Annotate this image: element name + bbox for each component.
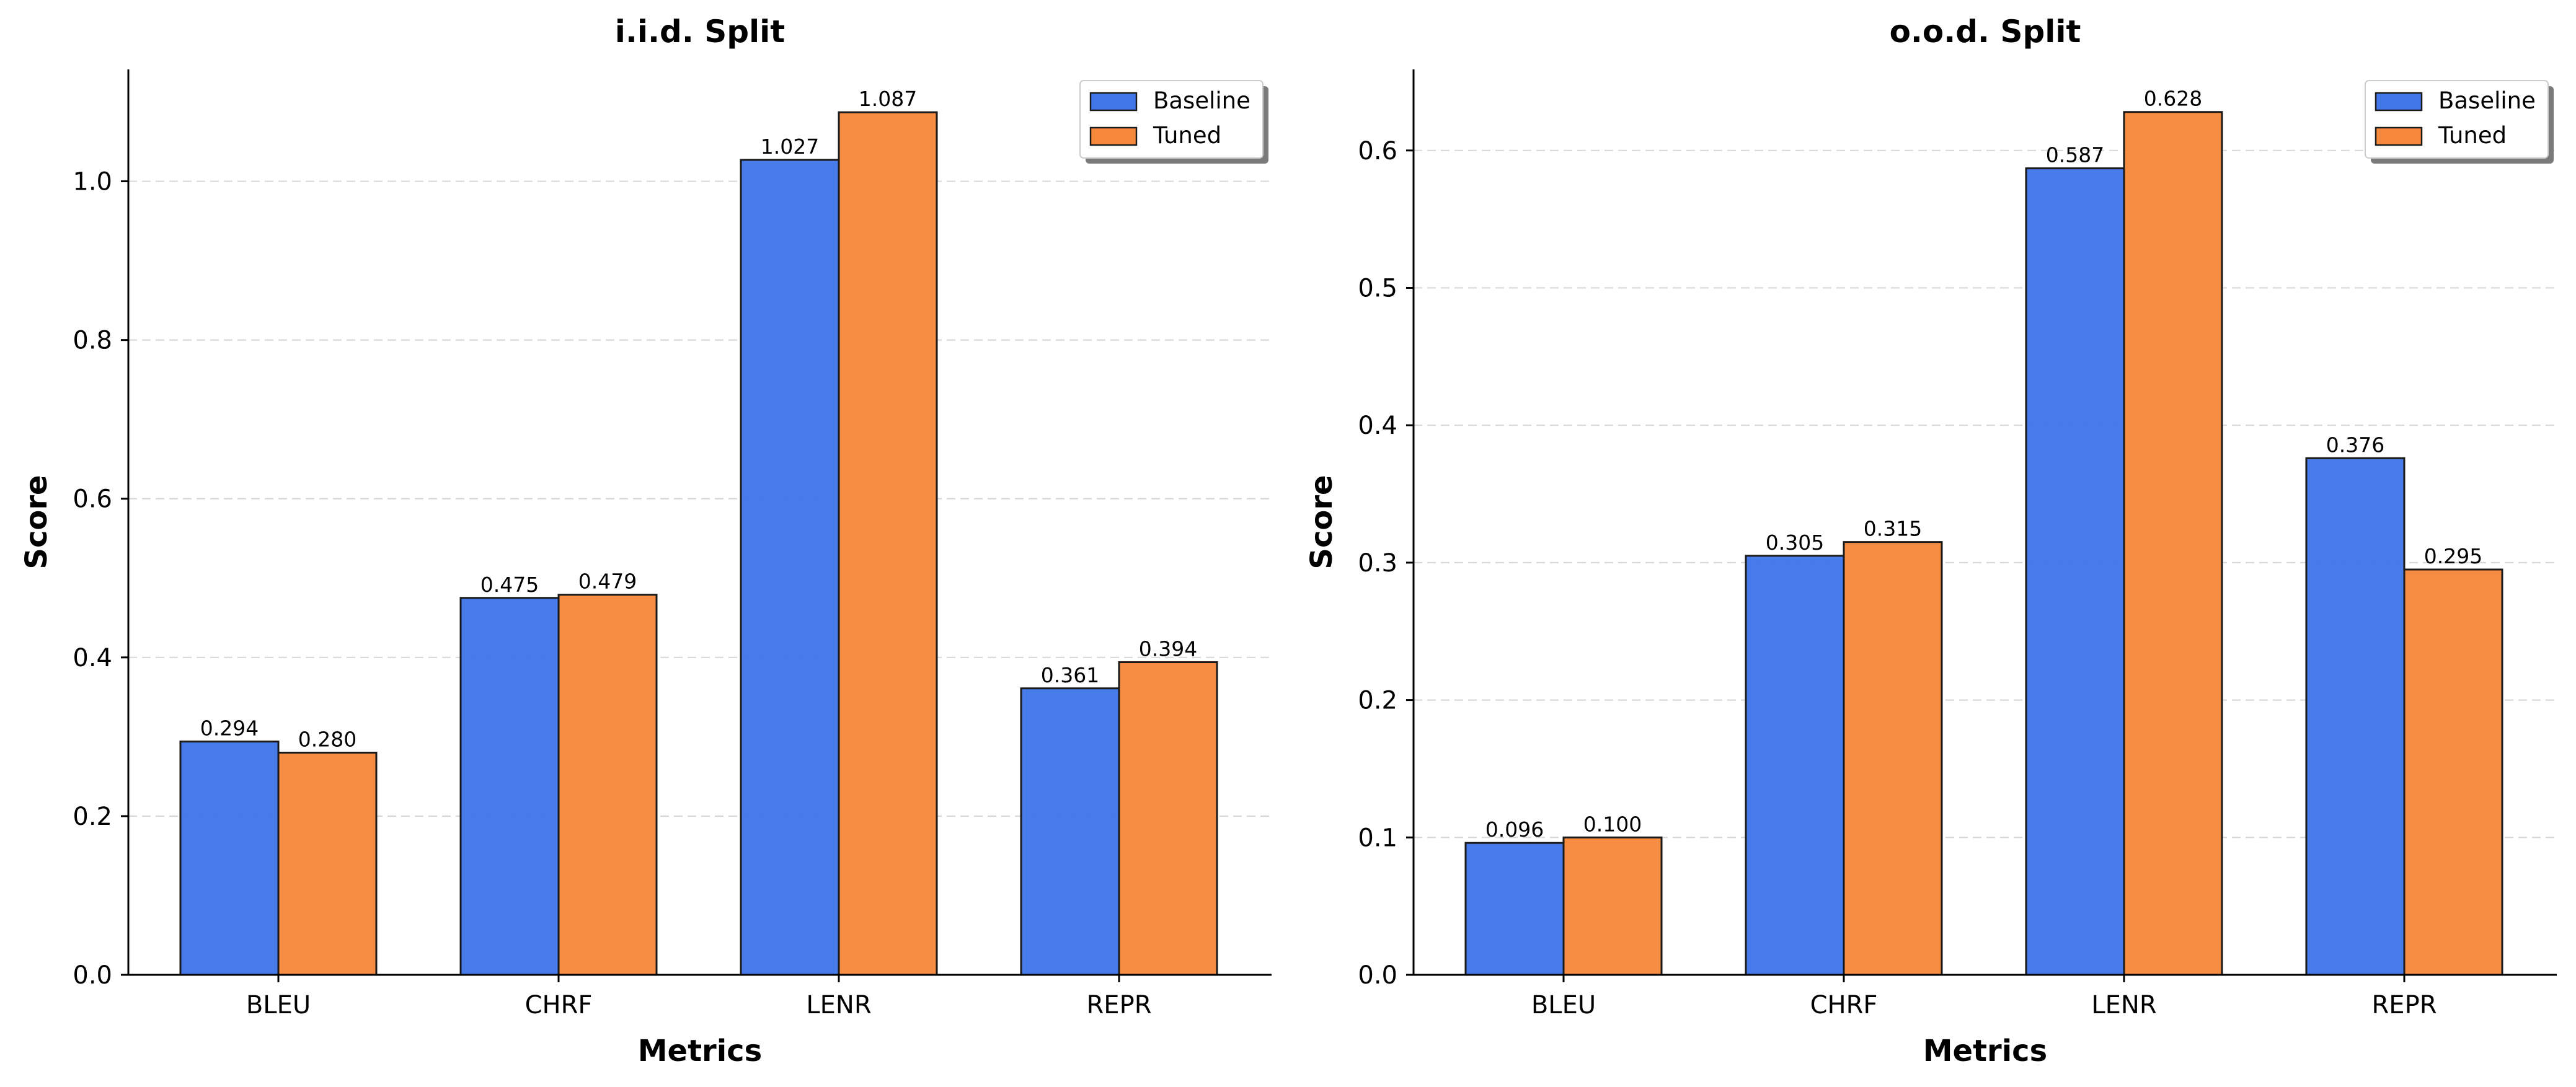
bar-value-label: 0.280 <box>298 727 356 751</box>
bar-tuned-bleu <box>1562 836 1663 976</box>
bar-value-label: 0.100 <box>1583 812 1642 836</box>
y-tick-label: 0.1 <box>1358 824 1397 852</box>
bar-baseline-lenr <box>740 159 840 976</box>
x-axis-label: Metrics <box>1923 1034 2047 1068</box>
y-tick-label: 0.6 <box>1358 137 1397 165</box>
bar-value-label: 0.305 <box>1766 530 1824 555</box>
bar-baseline-repr <box>1020 687 1120 976</box>
chart-title: o.o.d. Split <box>1890 14 2081 50</box>
chart-title: i.i.d. Split <box>615 14 785 50</box>
bar-tuned-bleu <box>277 751 378 976</box>
bar-value-label: 0.394 <box>1139 637 1197 661</box>
bar-tuned-chrf <box>557 594 658 976</box>
bar-value-label: 1.027 <box>761 134 819 159</box>
y-tick-label: 0.4 <box>1358 411 1397 440</box>
bar-value-label: 1.087 <box>859 87 917 111</box>
x-axis-label: Metrics <box>638 1034 762 1068</box>
y-tick-label: 0.0 <box>1358 961 1397 990</box>
x-tick-label: REPR <box>1087 991 1152 1019</box>
legend-swatch-tuned <box>1089 126 1138 146</box>
bar-value-label: 0.479 <box>578 570 637 594</box>
legend-label-baseline: Baseline <box>2438 87 2536 114</box>
y-axis-label: Score <box>19 475 54 569</box>
bar-baseline-bleu <box>1464 842 1565 976</box>
bar-baseline-bleu <box>179 741 280 976</box>
bar-value-label: 0.315 <box>1864 517 1922 541</box>
y-tick-label: 0.2 <box>1358 687 1397 715</box>
x-tick-label: REPR <box>2372 991 2437 1019</box>
bar-value-label: 0.475 <box>480 573 539 597</box>
bar-baseline-lenr <box>2025 167 2125 976</box>
y-tick-label: 0.3 <box>1358 549 1397 578</box>
legend-label-baseline: Baseline <box>1153 87 1250 114</box>
bar-value-label: 0.361 <box>1041 663 1099 687</box>
y-tick-label: 0.2 <box>73 803 112 831</box>
chart-panel-2: o.o.d. Split 0.0 0.1 0.2 0.3 0.4 0.5 0.6 0.096 0.… <box>1304 14 2557 1068</box>
y-tick-label: 0.5 <box>1358 275 1397 303</box>
y-tick-label: 1.0 <box>73 168 112 196</box>
bar-value-label: 0.587 <box>2046 143 2104 167</box>
bar-tuned-lenr <box>2123 111 2223 976</box>
x-tick-label: BLEU <box>246 991 311 1019</box>
bar-tuned-repr <box>2403 568 2503 976</box>
y-tick-label: 0.4 <box>73 644 112 672</box>
y-tick-label: 0.8 <box>73 327 112 355</box>
x-tick-label: CHRF <box>525 991 593 1019</box>
legend-swatch-tuned <box>2375 126 2423 146</box>
bar-value-label: 0.295 <box>2424 544 2482 568</box>
bar-tuned-chrf <box>1843 541 1943 976</box>
legend-label-tuned: Tuned <box>2438 122 2507 149</box>
bar-tuned-repr <box>1118 661 1218 976</box>
y-axis-label: Score <box>1304 475 1339 569</box>
legend-swatch-baseline <box>2375 92 2423 112</box>
bar-value-label: 0.628 <box>2144 87 2202 111</box>
bar-value-label: 0.376 <box>2326 433 2384 457</box>
bar-tuned-lenr <box>838 111 938 976</box>
legend-swatch-baseline <box>1089 92 1138 112</box>
x-tick-label: LENR <box>2091 991 2156 1019</box>
bar-baseline-chrf <box>1745 555 1845 976</box>
x-tick-label: CHRF <box>1810 991 1878 1019</box>
legend: Baseline Tuned <box>1079 80 1268 164</box>
bar-baseline-chrf <box>459 597 560 976</box>
y-tick-label: 0.6 <box>73 485 112 514</box>
x-tick-label: BLEU <box>1531 991 1596 1019</box>
y-tick-label: 0.0 <box>73 961 112 990</box>
bar-value-label: 0.294 <box>200 716 259 741</box>
legend: Baseline Tuned <box>2365 80 2554 164</box>
chart-panel-1: i.i.d. Split 0.0 0.2 0.4 0.6 0.8 1.0 0.294 0.280… <box>19 14 1272 1068</box>
legend-label-tuned: Tuned <box>1153 122 1221 149</box>
bar-value-label: 0.096 <box>1485 817 1544 842</box>
x-tick-label: LENR <box>806 991 871 1019</box>
bar-baseline-repr <box>2305 457 2406 976</box>
